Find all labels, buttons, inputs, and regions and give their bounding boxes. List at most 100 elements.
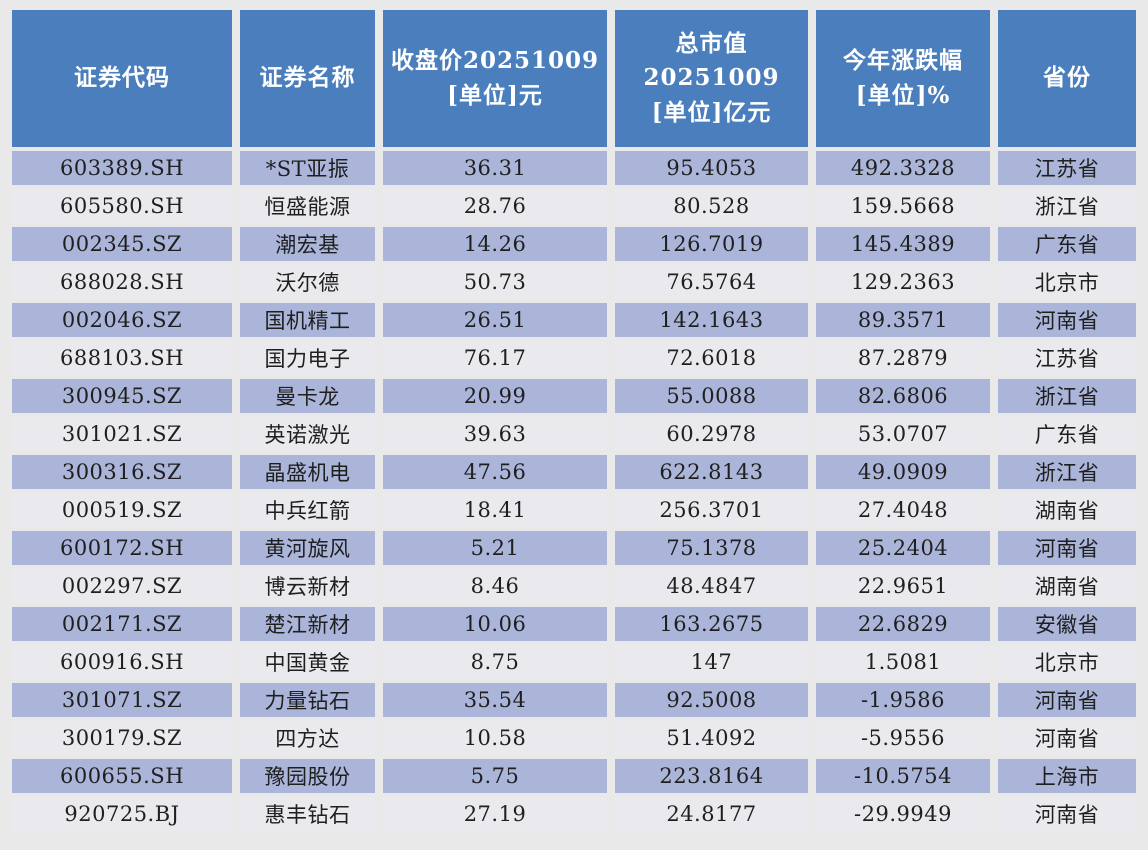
ytd-change-cell: 159.5668 <box>816 189 990 223</box>
close-price-cell: 10.58 <box>383 721 607 755</box>
stock-name-cell: 楚江新材 <box>240 607 375 641</box>
ytd-change-cell: 82.6806 <box>816 379 990 413</box>
close-price-cell: 26.51 <box>383 303 607 337</box>
stock-name-cell: *ST亚振 <box>240 151 375 185</box>
province-cell: 广东省 <box>998 417 1136 451</box>
column-header-stock-name: 证券名称 <box>240 10 375 147</box>
province-cell: 浙江省 <box>998 379 1136 413</box>
province-cell: 河南省 <box>998 797 1136 831</box>
close-price-cell: 27.19 <box>383 797 607 831</box>
ytd-change-cell: 22.6829 <box>816 607 990 641</box>
stock-name-cell: 豫园股份 <box>240 759 375 793</box>
ytd-change-cell: 1.5081 <box>816 645 990 679</box>
stock-table: 证券代码 证券名称 收盘价20251009 [单位]元 总市值20251009 … <box>12 10 1136 831</box>
ytd-change-cell: 129.2363 <box>816 265 990 299</box>
column-header-stock-code: 证券代码 <box>12 10 232 147</box>
close-price-cell: 5.75 <box>383 759 607 793</box>
stock-code-cell: 920725.BJ <box>12 797 232 831</box>
market-cap-cell: 142.1643 <box>615 303 808 337</box>
market-cap-cell: 80.528 <box>615 189 808 223</box>
stock-name-cell: 沃尔德 <box>240 265 375 299</box>
province-cell: 河南省 <box>998 303 1136 337</box>
close-price-cell: 50.73 <box>383 265 607 299</box>
ytd-change-cell: 22.9651 <box>816 569 990 603</box>
stock-code-cell: 300179.SZ <box>12 721 232 755</box>
close-price-cell: 8.46 <box>383 569 607 603</box>
stock-name-cell: 晶盛机电 <box>240 455 375 489</box>
market-cap-cell: 163.2675 <box>615 607 808 641</box>
province-cell: 广东省 <box>998 227 1136 261</box>
close-price-cell: 47.56 <box>383 455 607 489</box>
market-cap-cell: 92.5008 <box>615 683 808 717</box>
stock-code-cell: 605580.SH <box>12 189 232 223</box>
province-cell: 浙江省 <box>998 455 1136 489</box>
column-header-ytd-change: 今年涨跌幅 [单位]% <box>816 10 990 147</box>
ytd-change-cell: -10.5754 <box>816 759 990 793</box>
stock-code-cell: 600172.SH <box>12 531 232 565</box>
stock-code-cell: 603389.SH <box>12 151 232 185</box>
market-cap-cell: 76.5764 <box>615 265 808 299</box>
stock-code-cell: 301021.SZ <box>12 417 232 451</box>
stock-name-cell: 力量钻石 <box>240 683 375 717</box>
close-price-cell: 35.54 <box>383 683 607 717</box>
stock-name-cell: 国机精工 <box>240 303 375 337</box>
province-cell: 安徽省 <box>998 607 1136 641</box>
ytd-change-cell: 89.3571 <box>816 303 990 337</box>
ytd-change-cell: 25.2404 <box>816 531 990 565</box>
stock-name-cell: 英诺激光 <box>240 417 375 451</box>
province-cell: 湖南省 <box>998 493 1136 527</box>
close-price-cell: 18.41 <box>383 493 607 527</box>
stock-name-cell: 博云新材 <box>240 569 375 603</box>
stock-code-cell: 688103.SH <box>12 341 232 375</box>
stock-code-cell: 002171.SZ <box>12 607 232 641</box>
column-header-market-cap: 总市值20251009 [单位]亿元 <box>615 10 808 147</box>
stock-name-cell: 四方达 <box>240 721 375 755</box>
stock-code-cell: 688028.SH <box>12 265 232 299</box>
ytd-change-cell: 492.3328 <box>816 151 990 185</box>
stock-code-cell: 301071.SZ <box>12 683 232 717</box>
stock-name-cell: 恒盛能源 <box>240 189 375 223</box>
close-price-cell: 8.75 <box>383 645 607 679</box>
close-price-cell: 20.99 <box>383 379 607 413</box>
province-cell: 河南省 <box>998 683 1136 717</box>
stock-code-cell: 600655.SH <box>12 759 232 793</box>
close-price-cell: 39.63 <box>383 417 607 451</box>
ytd-change-cell: -29.9949 <box>816 797 990 831</box>
province-cell: 北京市 <box>998 645 1136 679</box>
close-price-cell: 14.26 <box>383 227 607 261</box>
ytd-change-cell: 53.0707 <box>816 417 990 451</box>
stock-code-cell: 000519.SZ <box>12 493 232 527</box>
stock-name-cell: 惠丰钻石 <box>240 797 375 831</box>
stock-code-cell: 002297.SZ <box>12 569 232 603</box>
stock-name-cell: 国力电子 <box>240 341 375 375</box>
province-cell: 北京市 <box>998 265 1136 299</box>
market-cap-cell: 72.6018 <box>615 341 808 375</box>
stock-code-cell: 002046.SZ <box>12 303 232 337</box>
province-cell: 江苏省 <box>998 341 1136 375</box>
stock-name-cell: 中国黄金 <box>240 645 375 679</box>
close-price-cell: 36.31 <box>383 151 607 185</box>
ytd-change-cell: 145.4389 <box>816 227 990 261</box>
market-cap-cell: 24.8177 <box>615 797 808 831</box>
province-cell: 河南省 <box>998 721 1136 755</box>
market-cap-cell: 147 <box>615 645 808 679</box>
column-header-province: 省份 <box>998 10 1136 147</box>
market-cap-cell: 75.1378 <box>615 531 808 565</box>
market-cap-cell: 223.8164 <box>615 759 808 793</box>
province-cell: 河南省 <box>998 531 1136 565</box>
stock-name-cell: 中兵红箭 <box>240 493 375 527</box>
stock-name-cell: 潮宏基 <box>240 227 375 261</box>
province-cell: 浙江省 <box>998 189 1136 223</box>
market-cap-cell: 51.4092 <box>615 721 808 755</box>
province-cell: 湖南省 <box>998 569 1136 603</box>
market-cap-cell: 48.4847 <box>615 569 808 603</box>
market-cap-cell: 622.8143 <box>615 455 808 489</box>
stock-code-cell: 300945.SZ <box>12 379 232 413</box>
stock-name-cell: 曼卡龙 <box>240 379 375 413</box>
ytd-change-cell: -5.9556 <box>816 721 990 755</box>
province-cell: 江苏省 <box>998 151 1136 185</box>
close-price-cell: 76.17 <box>383 341 607 375</box>
stock-code-cell: 600916.SH <box>12 645 232 679</box>
stock-code-cell: 300316.SZ <box>12 455 232 489</box>
